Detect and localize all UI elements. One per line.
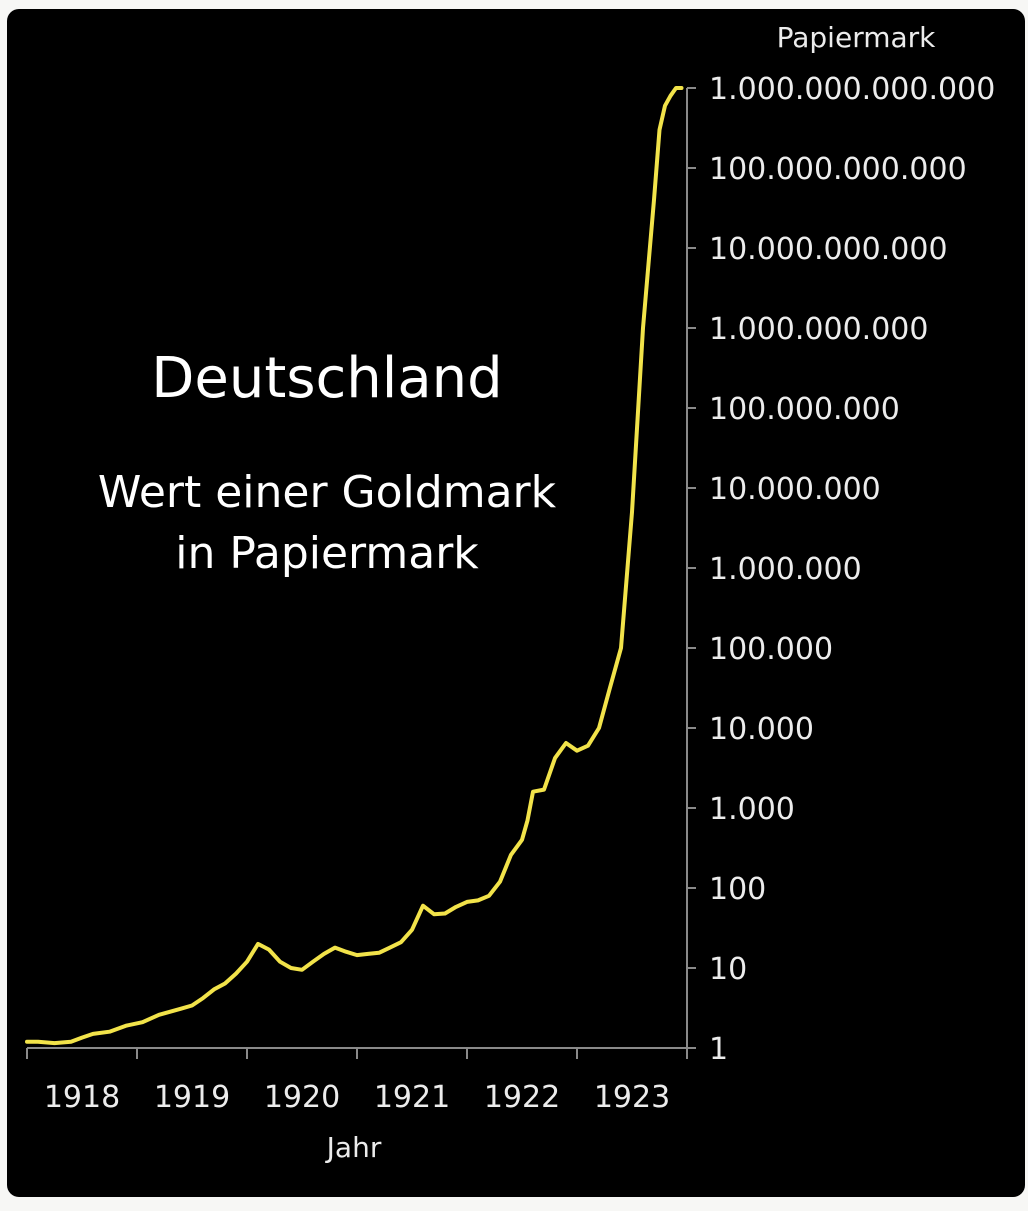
y-tick-label: 10.000.000.000 bbox=[709, 232, 948, 267]
x-tick-label: 1923 bbox=[594, 1080, 670, 1115]
x-axis-title: Jahr bbox=[325, 1131, 382, 1164]
y-tick-label: 1.000.000.000.000 bbox=[709, 72, 995, 107]
inflation-line-chart: Deutschland Wert einer Goldmark in Papie… bbox=[25, 21, 995, 1164]
x-tick-label: 1920 bbox=[264, 1080, 340, 1115]
y-tick-label: 100.000.000.000 bbox=[709, 152, 967, 187]
x-tick-label: 1921 bbox=[374, 1080, 450, 1115]
y-tick-label: 1.000.000 bbox=[709, 552, 862, 587]
series-layer bbox=[25, 86, 684, 1046]
y-tick-label: 10 bbox=[709, 952, 747, 987]
y-tick-label: 1.000 bbox=[709, 792, 795, 827]
y-tick-label: 10.000.000 bbox=[709, 472, 881, 507]
series-line bbox=[25, 86, 684, 1046]
y-tick-label: 1.000.000.000 bbox=[709, 312, 928, 347]
chart-title: Deutschland bbox=[151, 346, 502, 411]
chart-subtitle-line-2: in Papiermark bbox=[175, 528, 479, 579]
y-tick-label: 10.000 bbox=[709, 712, 814, 747]
y-tick-label: 100.000.000 bbox=[709, 392, 900, 427]
x-tick-label: 1922 bbox=[484, 1080, 560, 1115]
y-tick-label: 1 bbox=[709, 1032, 728, 1067]
y-tick-label: 100 bbox=[709, 872, 766, 907]
y-ticks: 1 10 100 1.000 10.000 100.000 1.000.000 10.000.… bbox=[687, 72, 995, 1067]
x-tick-label: 1918 bbox=[44, 1080, 120, 1115]
x-tick-label: 1919 bbox=[154, 1080, 230, 1115]
chart-frame: Deutschland Wert einer Goldmark in Papie… bbox=[7, 9, 1025, 1197]
y-tick-label: 100.000 bbox=[709, 632, 833, 667]
chart-subtitle-line-1: Wert einer Goldmark bbox=[98, 467, 557, 518]
x-ticks: 1918 1919 1920 1921 1922 1923 bbox=[26, 1048, 688, 1115]
y-axis-title: Papiermark bbox=[777, 21, 937, 54]
